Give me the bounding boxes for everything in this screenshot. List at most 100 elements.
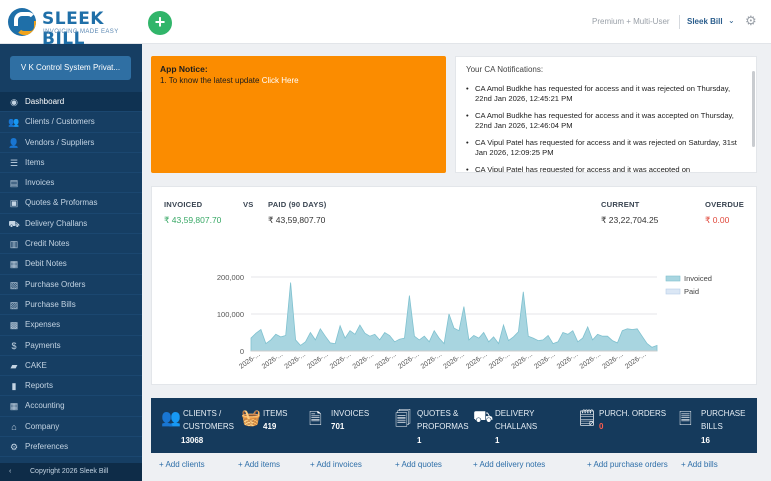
add-link-quotes[interactable]: + Add quotes: [395, 460, 442, 469]
sidebar-item-purchase-bills[interactable]: ▨ Purchase Bills: [0, 295, 142, 316]
ca-notification-item: CA Amol Budkhe has requested for access …: [466, 111, 746, 131]
sidebar-footer: ‹ Copyright 2026 Sleek Bill: [0, 463, 142, 481]
sidebar-item-label: Clients / Customers: [25, 117, 95, 127]
summary-count: 0: [599, 422, 604, 431]
x-tick-label: 2026-...: [465, 351, 489, 370]
summary-label-line: ITEMS: [263, 409, 288, 418]
summary-label-line: CHALLANS: [495, 422, 538, 431]
sidebar-item-quotes-proformas[interactable]: ▣ Quotes & Proformas: [0, 193, 142, 214]
sidebar-item-clients-customers[interactable]: 👥 Clients / Customers: [0, 112, 142, 133]
summary-label-line: QUOTES &: [417, 409, 459, 418]
reports-icon: ▮: [11, 381, 17, 392]
add-link-purchase-orders[interactable]: + Add purchase orders: [587, 460, 668, 469]
add-link-clients[interactable]: + Add clients: [159, 460, 205, 469]
sidebar-item-payments[interactable]: $ Payments: [0, 336, 142, 356]
sidebar-item-reports[interactable]: ▮ Reports: [0, 376, 142, 397]
app-notice-title: App Notice:: [160, 64, 208, 74]
summary-icon: 🗒: [577, 410, 598, 427]
sidebar-item-debit-notes[interactable]: ▦ Debit Notes: [0, 254, 142, 275]
paid-label: PAID (90 DAYS): [268, 200, 327, 209]
x-tick-label: 2026-...: [284, 351, 308, 370]
add-link-delivery-notes[interactable]: + Add delivery notes: [473, 460, 546, 469]
purchase-orders-icon: ▧: [9, 279, 19, 290]
x-tick-label: 2026-...: [374, 351, 398, 370]
ca-notifications-scrollbar[interactable]: [752, 71, 755, 147]
ca-notifications-panel[interactable]: Your CA Notifications: CA Amol Budkhe ha…: [455, 56, 757, 173]
paid-value: ₹ 43,59,807.70: [268, 215, 326, 225]
summary-label-line: PROFORMAS: [417, 422, 469, 431]
ca-notification-item: CA Vipul Patel has requested for access …: [466, 138, 746, 158]
sidebar-item-label: Preferences: [25, 442, 69, 452]
sidebar-item-preferences[interactable]: ⚙ Preferences: [0, 437, 142, 458]
invoiced-vs-paid-card: INVOICED VS PAID (90 DAYS) CURRENT OVERD…: [151, 186, 757, 385]
add-link-items[interactable]: + Add items: [238, 460, 281, 469]
sidebar-item-label: Quotes & Proformas: [25, 198, 98, 208]
sidebar-item-delivery-challans[interactable]: ⛟ Delivery Challans: [0, 214, 142, 235]
invoices-icon: ▤: [9, 178, 19, 189]
summary-icon: 🗏: [679, 411, 692, 428]
ca-notifications-list: CA Amol Budkhe has requested for access …: [466, 84, 746, 172]
quick-add-links: + Add clients + Add items + Add invoices + …: [151, 460, 757, 474]
summary-icon: 🗐: [395, 411, 411, 428]
summary-label: PURCH. ORDERS: [599, 407, 666, 420]
sidebar-item-vendors-suppliers[interactable]: 👤 Vendors / Suppliers: [0, 133, 142, 153]
chevron-down-icon[interactable]: ⌄: [728, 16, 735, 25]
summary-label: PURCHASE BILLS: [701, 407, 745, 433]
sidebar-item-label: Purchase Orders: [25, 279, 86, 289]
x-tick-label: 2026-...: [488, 351, 512, 370]
x-tick-label: 2026-...: [579, 351, 603, 370]
sidebar-item-label: Company: [25, 421, 60, 431]
sidebar-item-label: CAKE: [25, 360, 47, 370]
quick-add-button[interactable]: +: [148, 11, 172, 35]
app-notice-text: 1. To know the latest update: [160, 76, 262, 85]
collapse-sidebar-icon[interactable]: ‹: [9, 468, 12, 475]
invoiced-label: INVOICED: [164, 200, 203, 209]
cake-icon: ▰: [10, 360, 18, 371]
invoiced-value: ₹ 43,59,807.70: [164, 215, 222, 225]
expenses-icon: ▩: [9, 320, 19, 331]
sidebar-item-company[interactable]: ⌂ Company: [0, 417, 142, 438]
x-tick-label: 2026-...: [329, 351, 353, 370]
summary-count: 1: [417, 436, 422, 445]
x-tick-label: 2026-...: [624, 351, 648, 370]
accounting-icon: ▦: [9, 401, 19, 412]
summary-count: 419: [263, 422, 277, 431]
summary-label-line: PURCH. ORDERS: [599, 409, 667, 418]
legend-swatch: [665, 288, 681, 295]
x-tick-label: 2026-...: [556, 351, 580, 370]
add-link-bills[interactable]: + Add bills: [681, 460, 718, 469]
summary-label: DELIVERY CHALLANS: [495, 407, 537, 433]
company-selector-button[interactable]: V K Control System Privat...: [10, 56, 131, 80]
sidebar-item-label: Debit Notes: [25, 259, 67, 269]
sidebar-item-dashboard[interactable]: ◉ Dashboard: [0, 92, 142, 113]
add-link-invoices[interactable]: + Add invoices: [310, 460, 362, 469]
sidebar-item-label: Invoices: [25, 178, 55, 188]
clients-customers-icon: 👥: [8, 117, 20, 128]
click-here-link[interactable]: Click Here: [261, 76, 299, 85]
gear-icon[interactable]: ⚙: [745, 13, 757, 28]
sidebar-item-cake[interactable]: ▰ CAKE: [0, 356, 142, 377]
sidebar-item-purchase-orders[interactable]: ▧ Purchase Orders: [0, 275, 142, 295]
sidebar-item-invoices[interactable]: ▤ Invoices: [0, 173, 142, 194]
top-header: SLEEK BILL INVOICING MADE EASY + Premium…: [0, 0, 771, 49]
sleek-bill-logo[interactable]: SLEEK BILL INVOICING MADE EASY: [8, 8, 138, 49]
quotes-proformas-icon: ▣: [9, 198, 19, 209]
sidebar-item-expenses[interactable]: ▩ Expenses: [0, 315, 142, 336]
app-notice-line: 1. To know the latest update Click Here: [160, 76, 437, 85]
sidebar-item-items[interactable]: ☰ Items: [0, 153, 142, 174]
sidebar-item-label: Dashboard: [25, 97, 65, 106]
app-notice-panel: App Notice: 1. To know the latest update…: [151, 56, 446, 173]
sidebar-item-credit-notes[interactable]: ▥ Credit Notes: [0, 234, 142, 255]
sidebar-item-accounting[interactable]: ▦ Accounting: [0, 396, 142, 417]
legend-swatch: [665, 275, 681, 282]
summary-count: 16: [701, 436, 710, 445]
y-tick-label: 100,000: [217, 310, 244, 319]
payments-icon: $: [11, 340, 17, 351]
x-tick-label: 2026-...: [261, 351, 285, 370]
summary-count: 1: [495, 436, 500, 445]
legend-label: Invoiced: [684, 274, 712, 283]
summary-count: 13068: [181, 436, 204, 445]
account-menu[interactable]: Sleek Bill: [687, 17, 723, 26]
purchase-bills-icon: ▨: [9, 299, 19, 310]
